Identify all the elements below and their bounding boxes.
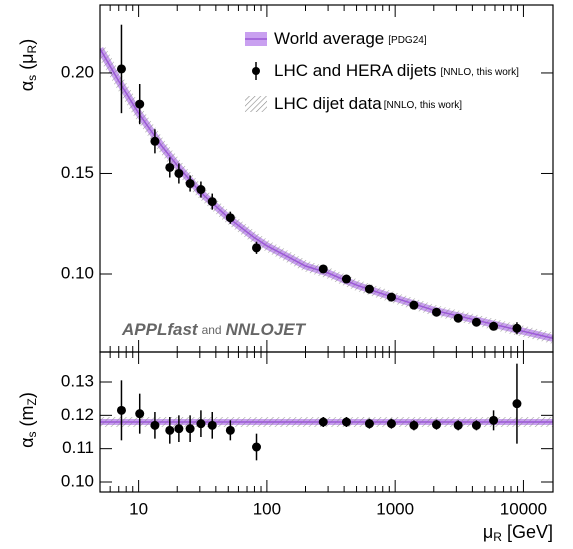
x-axis-label-part: [GeV] xyxy=(502,522,553,542)
legend-text: LHC and HERA dijets xyxy=(274,61,437,80)
annotation: APPLfast and NNLOJET xyxy=(121,320,307,339)
x-tick-label: 10 xyxy=(129,499,148,518)
world-average-band xyxy=(100,47,553,342)
annotation-part: and xyxy=(202,323,222,337)
data-point xyxy=(116,64,126,74)
y-axis-label-part: α xyxy=(17,437,37,447)
y-axis-label-part: s xyxy=(25,431,39,437)
data-point xyxy=(409,420,419,430)
data-point xyxy=(453,313,463,323)
y-axis-label-part: α xyxy=(17,81,37,91)
data-point xyxy=(489,415,499,425)
data-point xyxy=(318,417,328,427)
data-point xyxy=(364,284,374,294)
data-point xyxy=(174,424,184,434)
y-axis-label: αs (μR) xyxy=(17,39,39,91)
data-point xyxy=(386,292,396,302)
legend-marker xyxy=(252,67,260,75)
data-point xyxy=(196,185,206,195)
data-point xyxy=(471,420,481,430)
legend-note: [NNLO, this work] xyxy=(441,67,520,78)
x-tick-label: 1000 xyxy=(376,499,414,518)
data-point xyxy=(150,420,160,430)
x-tick-label: 100 xyxy=(253,499,281,518)
y-tick-label: 0.15 xyxy=(61,163,94,182)
data-point xyxy=(135,409,145,419)
data-point xyxy=(431,420,441,430)
y-tick-label: 0.12 xyxy=(61,405,94,424)
legend-label: LHC dijet data [NNLO, this work] xyxy=(274,94,462,113)
y-axis-label: αs (mZ) xyxy=(17,392,39,448)
annotation-part: NNLOJET xyxy=(226,320,307,339)
legend-label: World average [PDG24] xyxy=(274,29,427,48)
data-point xyxy=(185,179,195,189)
y-axis-label-part: ) xyxy=(17,392,37,398)
panel-frame xyxy=(99,4,554,353)
dijet-hatch-band xyxy=(100,46,553,344)
data-point xyxy=(512,399,522,409)
data-point xyxy=(116,405,126,415)
y-axis-label-part: ) xyxy=(17,39,37,45)
world-average-line xyxy=(100,48,553,340)
data-point xyxy=(207,420,217,430)
y-axis-label-part: s xyxy=(25,75,39,81)
data-point xyxy=(341,417,351,427)
y-tick-label: 0.10 xyxy=(61,471,94,490)
y-tick-label: 0.13 xyxy=(61,371,94,390)
data-point xyxy=(252,442,262,452)
legend-note: [NNLO, this work] xyxy=(384,100,463,111)
data-point xyxy=(196,419,206,429)
data-point xyxy=(165,425,175,435)
annotation-part: APPLfast xyxy=(121,320,199,339)
panel-frame xyxy=(99,351,554,493)
data-point xyxy=(225,213,235,223)
data-point xyxy=(174,168,184,178)
x-axis-label-part: μ xyxy=(483,522,493,542)
legend-label: LHC and HERA dijets [NNLO, this work] xyxy=(274,61,519,80)
y-tick-label: 0.10 xyxy=(61,263,94,282)
data-point xyxy=(364,419,374,429)
y-axis-label-part: (m xyxy=(17,405,37,431)
y-tick-label: 0.11 xyxy=(62,438,94,457)
data-point xyxy=(431,307,441,317)
plot-area xyxy=(100,363,553,461)
data-point xyxy=(165,162,175,172)
data-point xyxy=(409,300,419,310)
legend-hatch xyxy=(245,96,267,112)
plot-area xyxy=(100,24,553,344)
data-point xyxy=(252,243,262,253)
data-point xyxy=(489,321,499,331)
y-axis-label-part: R xyxy=(25,44,39,53)
data-point xyxy=(150,136,160,146)
data-point xyxy=(386,419,396,429)
legend-note: [PDG24] xyxy=(388,35,427,46)
data-point xyxy=(453,420,463,430)
data-point xyxy=(512,323,522,333)
data-point xyxy=(135,99,145,109)
data-point xyxy=(185,424,195,434)
y-axis-label-part: Z xyxy=(25,398,39,405)
data-point xyxy=(471,317,481,327)
x-axis-label-part: R xyxy=(493,530,502,544)
data-point xyxy=(318,264,328,274)
legend-text: World average xyxy=(274,29,384,48)
data-point xyxy=(341,274,351,284)
x-tick-label: 10000 xyxy=(500,499,547,518)
data-point xyxy=(207,197,217,207)
legend-text: LHC dijet data xyxy=(274,94,382,113)
y-axis-label-part: (μ xyxy=(17,53,37,74)
data-point xyxy=(225,425,235,435)
y-tick-label: 0.20 xyxy=(61,62,94,81)
x-axis-label: μR [GeV] xyxy=(483,522,553,544)
